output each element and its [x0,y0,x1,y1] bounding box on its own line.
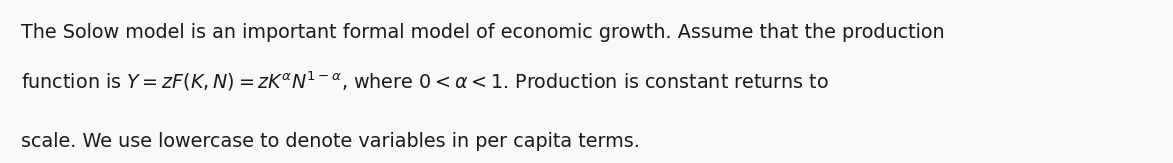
Text: The Solow model is an important formal model of economic growth. Assume that the: The Solow model is an important formal m… [21,23,944,42]
Text: function is $Y = zF(K,N) = zK^{\alpha}N^{1-\alpha}$, where $0 < \alpha < 1$. Pro: function is $Y = zF(K,N) = zK^{\alpha}N^… [21,70,829,93]
Text: scale. We use lowercase to denote variables in per capita terms.: scale. We use lowercase to denote variab… [21,132,640,151]
